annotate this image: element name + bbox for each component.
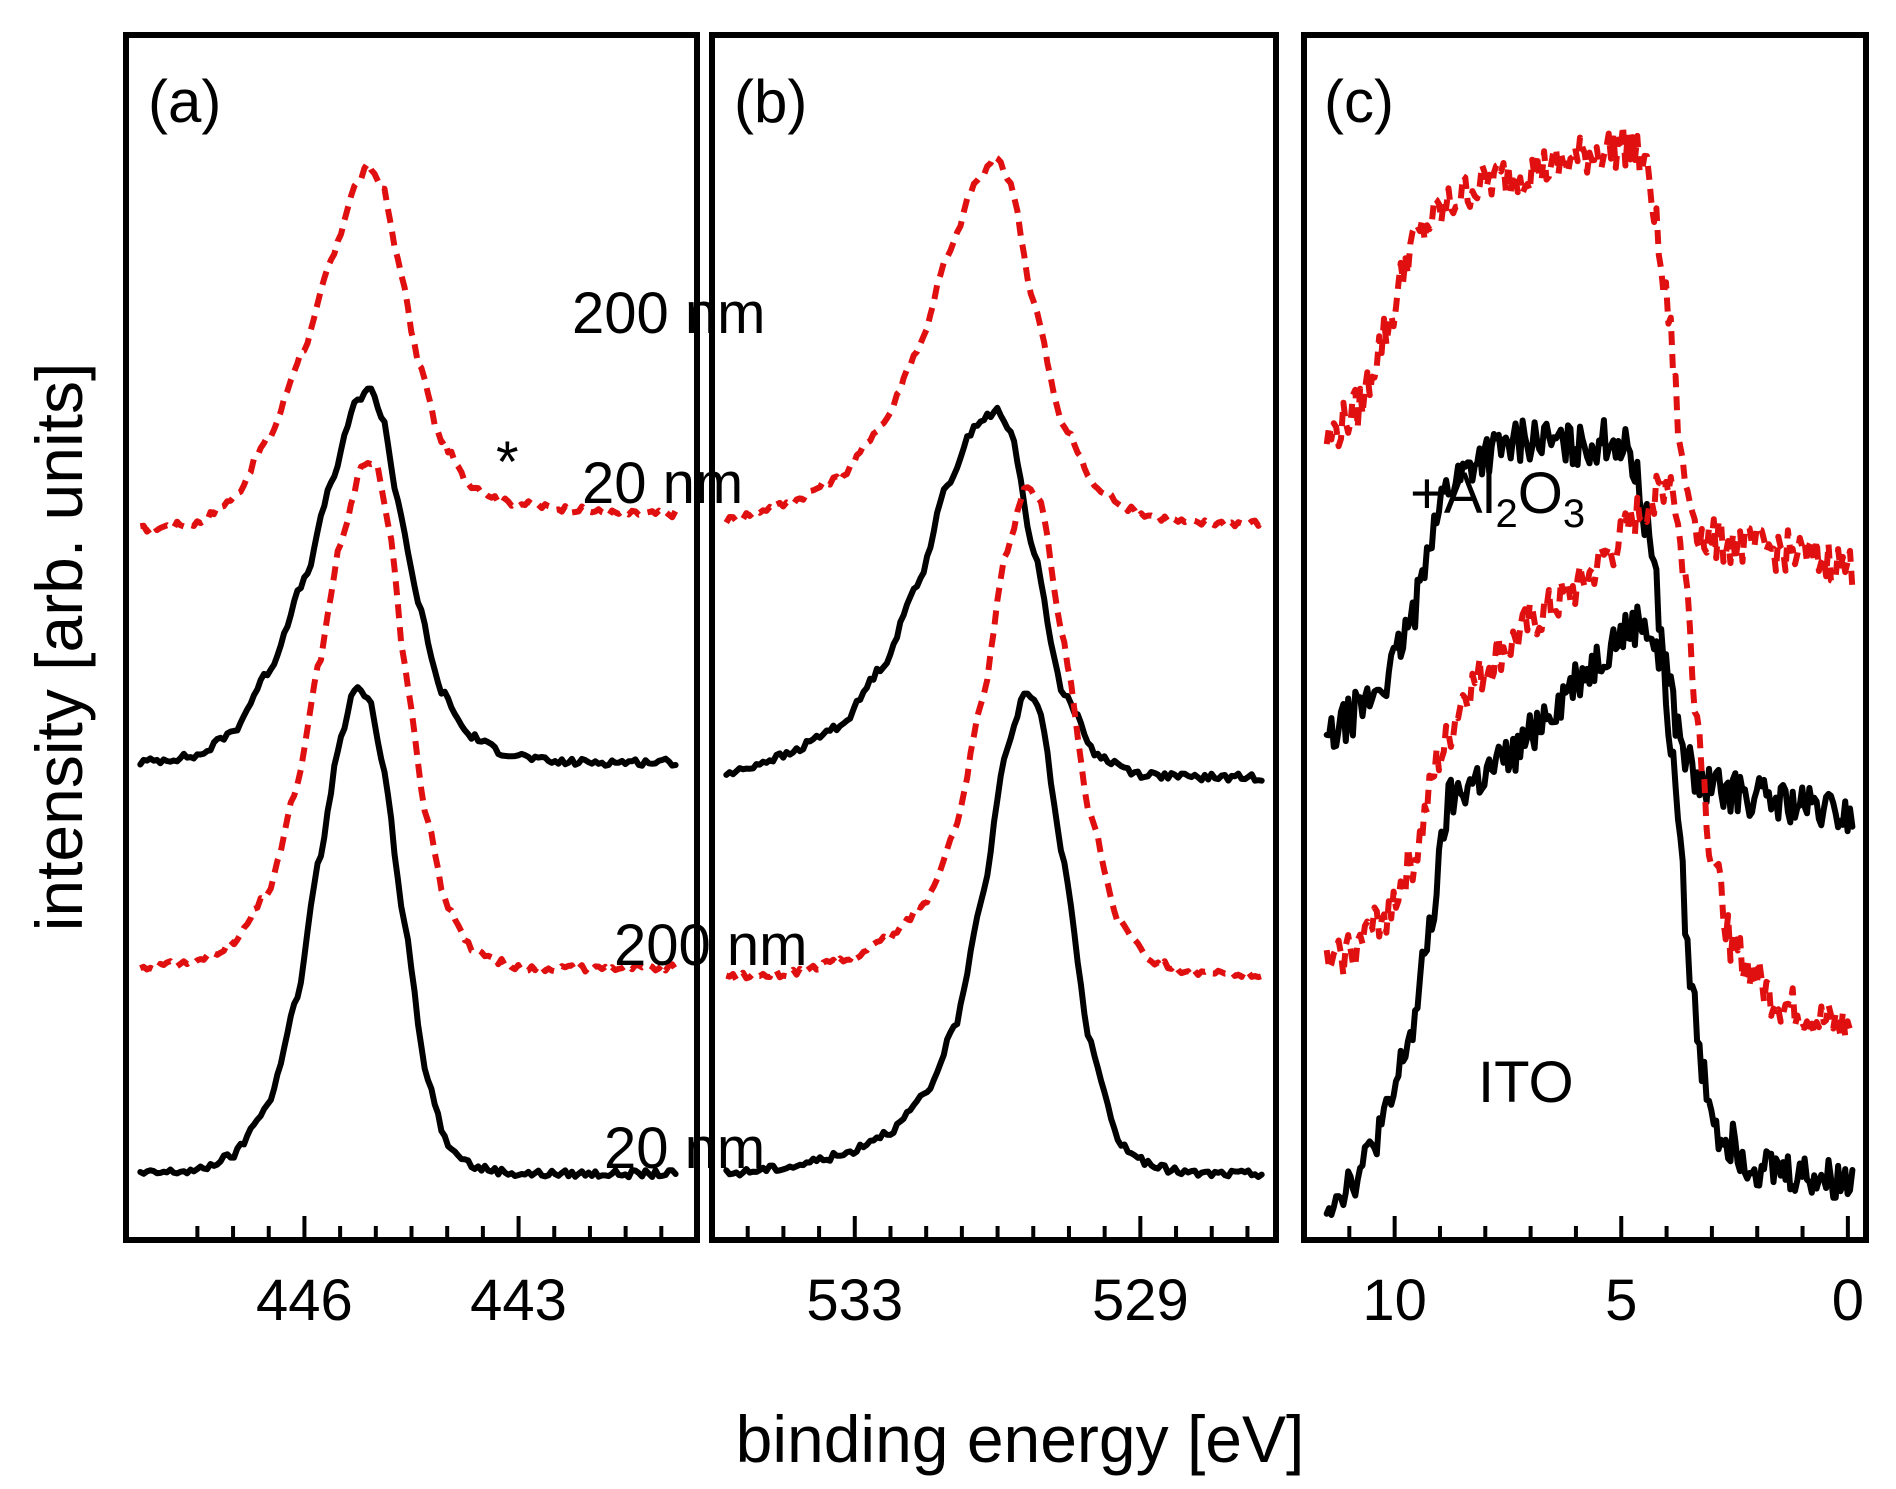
- annot-al2o3-prefix: +Al: [1410, 461, 1495, 526]
- annot-20nm-upper: 20 nm: [582, 451, 743, 516]
- annot-al2o3-sub2: 3: [1563, 492, 1585, 536]
- panel-b-label: (b): [734, 68, 807, 135]
- series-line-b-0: [723, 153, 1265, 530]
- panel-b-series: [723, 153, 1265, 1180]
- panel-b-frame: [709, 32, 1279, 1243]
- series-line-a-1: [137, 385, 679, 769]
- annot-200nm-lower: 200 nm: [614, 913, 807, 978]
- tick-label-a-0: 446: [256, 1268, 353, 1333]
- annot-asterisk: *: [496, 430, 519, 495]
- tick-label-c-1: 5: [1605, 1268, 1637, 1333]
- panel-c-label: (c): [1324, 68, 1394, 135]
- panel-a-series: [137, 160, 679, 1181]
- series-line-c-3: [1323, 603, 1856, 1218]
- tick-label-a-1: 443: [470, 1268, 567, 1333]
- tick-label-b-1: 529: [1092, 1268, 1189, 1333]
- series-line-c-2: [1323, 472, 1854, 1039]
- x-axis-title: binding energy [eV]: [736, 1402, 1305, 1476]
- panel-c-series: [1323, 122, 1856, 1218]
- panel-a-label: (a): [148, 68, 221, 135]
- series-line-c-1: [1323, 417, 1856, 835]
- panel-b-ticks: 533 529: [745, 1216, 1250, 1333]
- panel-c-frame: [1301, 32, 1869, 1243]
- annot-200nm-upper: 200 nm: [572, 281, 765, 346]
- y-axis-title: intensity [arb. units]: [22, 363, 96, 932]
- annot-al2o3-mid: O: [1518, 461, 1563, 526]
- annot-ito: ITO: [1478, 1050, 1574, 1115]
- annot-20nm-lower: 20 nm: [604, 1116, 765, 1181]
- tick-label-c-0: 10: [1362, 1268, 1427, 1333]
- annot-al2o3-sub1: 2: [1495, 492, 1517, 536]
- series-line-a-0: [139, 160, 679, 535]
- series-line-c-0: [1323, 122, 1856, 589]
- panel-a-frame: [123, 32, 700, 1243]
- tick-label-c-2: 0: [1832, 1268, 1864, 1333]
- tick-label-b-0: 533: [806, 1268, 903, 1333]
- annot-al2o3: +Al2O3: [1410, 461, 1585, 536]
- panel-c-ticks: 10 5 0: [1347, 1216, 1864, 1333]
- series-line-b-3: [723, 690, 1265, 1180]
- series-line-b-2: [725, 484, 1263, 983]
- series-line-a-2: [139, 460, 679, 975]
- panel-a-ticks: 446 443: [195, 1216, 664, 1333]
- series-line-a-3: [137, 684, 679, 1181]
- series-line-b-1: [723, 404, 1265, 784]
